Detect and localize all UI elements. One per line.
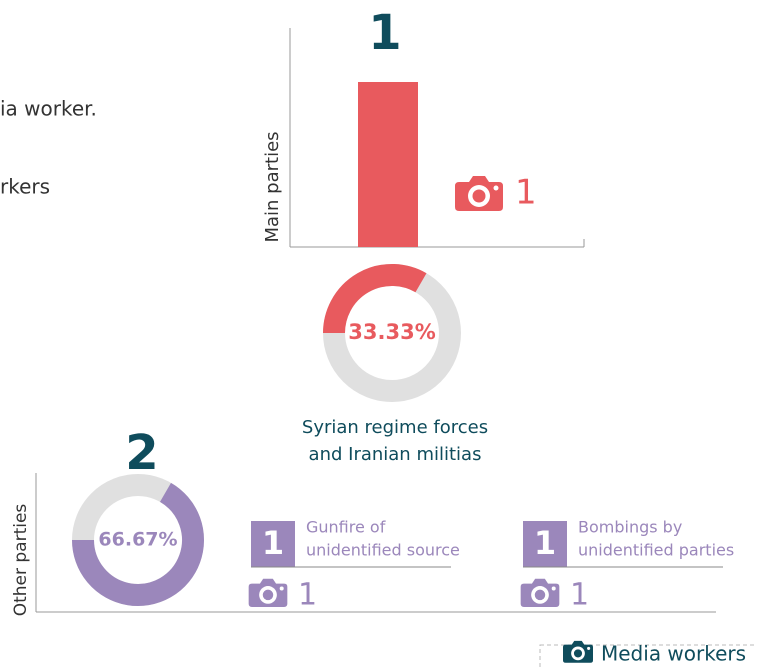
- intro-text: ia worker.: [0, 97, 97, 121]
- legend-icon: [563, 640, 593, 663]
- media-count: 1: [515, 173, 537, 213]
- donut-arc: [72, 482, 204, 606]
- item-label: unidentified parties: [578, 541, 734, 560]
- other-count: 2: [125, 425, 158, 481]
- donut-arc: [323, 264, 427, 334]
- camera-icon: [455, 176, 503, 211]
- axis-label: Main parties: [262, 131, 283, 242]
- item-count: 1: [262, 524, 284, 562]
- media-count: 1: [570, 578, 589, 613]
- party-name: and Iranian militias: [309, 444, 482, 465]
- intro-text: rkers: [0, 175, 50, 199]
- legend-label: Media workers: [601, 642, 746, 666]
- count-box: [523, 521, 567, 567]
- main-count: 1: [368, 5, 401, 61]
- item-count: 1: [534, 524, 556, 562]
- item-label: unidentified source: [306, 541, 460, 560]
- media-count: 1: [298, 578, 317, 613]
- share-label: 66.67%: [98, 529, 177, 551]
- party-name: Syrian regime forces: [302, 417, 488, 438]
- item-label: Bombings by: [578, 518, 682, 537]
- share-label: 33.33%: [348, 320, 435, 344]
- count-box: [251, 521, 295, 567]
- bar: [358, 82, 418, 247]
- legend-box: [539, 644, 757, 668]
- camera-icon: [248, 578, 288, 607]
- camera-icon: [520, 578, 560, 607]
- item-label: Gunfire of: [306, 518, 386, 537]
- axis-label: Other parties: [11, 504, 31, 617]
